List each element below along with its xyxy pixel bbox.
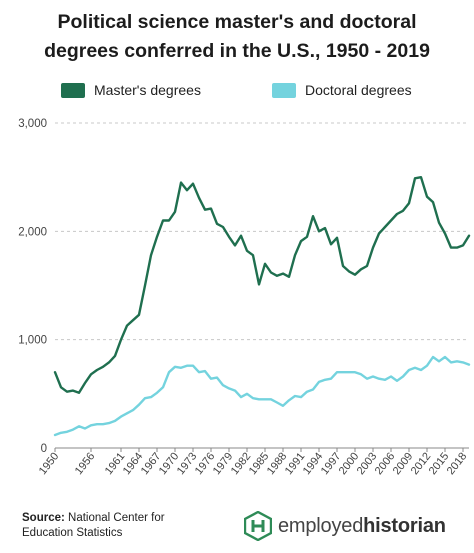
y-tick-label: 2,000 [18, 226, 47, 238]
legend-swatch-masters [61, 82, 85, 98]
masters-series-line [53, 176, 471, 394]
brand-word-1: employed [278, 514, 364, 537]
chart-title: Political science master's and doctoral … [0, 8, 474, 66]
y-tick-label: 3,000 [18, 118, 47, 130]
legend-item-masters: Master's degrees [61, 82, 201, 98]
legend-item-doctoral: Doctoral degrees [272, 82, 412, 98]
brand-wordmark: employedhistorian [278, 515, 446, 538]
source-label: Source: [22, 512, 65, 524]
y-tick-label: 1,000 [18, 335, 47, 347]
brand-logo: employedhistorian [244, 508, 446, 544]
source-note: Source: National Center for Education St… [22, 511, 165, 541]
y-tick-label: 0 [41, 443, 47, 455]
source-text-line-2: Education Statistics [22, 527, 123, 539]
brand-word-2: historian [363, 514, 446, 537]
source-text-line-1: National Center for [64, 512, 165, 524]
doctoral-series-line [53, 355, 471, 437]
brand-h-icon [244, 511, 272, 541]
chart-title-line-2: degrees conferred in the U.S., 1950 - 20… [44, 40, 430, 62]
legend-label-doctoral: Doctoral degrees [305, 82, 412, 98]
chart-title-line-1: Political science master's and doctoral [57, 11, 417, 33]
legend-swatch-doctoral [272, 82, 296, 98]
x-tick-label: 2018 [445, 450, 470, 477]
legend: Master's degrees Doctoral degrees [0, 82, 474, 104]
legend-label-masters: Master's degrees [94, 82, 201, 98]
x-tick-label: 1956 [73, 450, 98, 477]
